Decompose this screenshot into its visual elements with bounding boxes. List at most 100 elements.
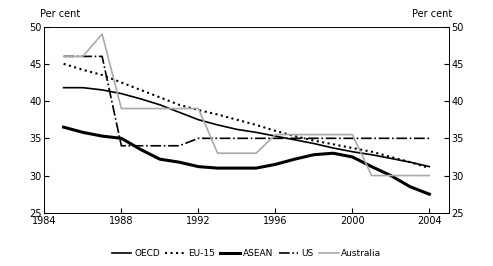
ASEAN xyxy=(253,167,259,170)
ASEAN xyxy=(118,137,124,140)
OECD xyxy=(138,97,143,101)
OECD xyxy=(176,111,182,114)
OECD xyxy=(80,86,86,89)
Line: Australia: Australia xyxy=(64,34,429,176)
EU-15 xyxy=(426,167,432,170)
ASEAN xyxy=(234,167,240,170)
EU-15 xyxy=(234,118,240,121)
OECD xyxy=(253,131,259,134)
ASEAN xyxy=(176,161,182,164)
EU-15 xyxy=(157,96,163,99)
Australia xyxy=(388,174,394,177)
US xyxy=(369,137,375,140)
ASEAN xyxy=(138,148,143,151)
ASEAN xyxy=(330,152,336,155)
ASEAN xyxy=(369,165,375,168)
OECD xyxy=(195,118,201,121)
OECD xyxy=(311,142,317,145)
Australia xyxy=(234,152,240,155)
Australia xyxy=(157,107,163,110)
Australia xyxy=(350,133,355,136)
US xyxy=(157,144,163,147)
Australia xyxy=(80,55,86,58)
Text: Per cent: Per cent xyxy=(413,9,453,19)
EU-15 xyxy=(369,150,375,153)
US xyxy=(350,137,355,140)
EU-15 xyxy=(407,161,413,164)
ASEAN xyxy=(388,174,394,177)
Australia xyxy=(176,107,182,110)
EU-15 xyxy=(311,139,317,142)
Australia xyxy=(407,174,413,177)
ASEAN xyxy=(195,165,201,168)
Australia xyxy=(195,107,201,110)
EU-15 xyxy=(350,146,355,149)
EU-15 xyxy=(138,88,143,92)
OECD xyxy=(99,88,105,92)
ASEAN xyxy=(407,185,413,188)
Line: US: US xyxy=(64,56,429,146)
US xyxy=(214,137,220,140)
US xyxy=(61,55,67,58)
EU-15 xyxy=(273,129,279,132)
ASEAN xyxy=(426,193,432,196)
EU-15 xyxy=(214,113,220,116)
OECD xyxy=(426,165,432,168)
US xyxy=(253,137,259,140)
Australia xyxy=(426,174,432,177)
OECD xyxy=(369,153,375,156)
Australia xyxy=(118,107,124,110)
ASEAN xyxy=(157,157,163,161)
Line: EU-15: EU-15 xyxy=(64,64,429,168)
EU-15 xyxy=(253,123,259,127)
OECD xyxy=(407,161,413,164)
US xyxy=(407,137,413,140)
ASEAN xyxy=(61,126,67,129)
Australia xyxy=(214,152,220,155)
EU-15 xyxy=(330,143,336,146)
Australia xyxy=(253,152,259,155)
EU-15 xyxy=(99,73,105,77)
US xyxy=(234,137,240,140)
US xyxy=(273,137,279,140)
US xyxy=(426,137,432,140)
Australia xyxy=(369,174,375,177)
US xyxy=(330,137,336,140)
EU-15 xyxy=(61,62,67,65)
US xyxy=(292,137,298,140)
ASEAN xyxy=(350,155,355,159)
US xyxy=(388,137,394,140)
OECD xyxy=(214,123,220,127)
US xyxy=(118,144,124,147)
OECD xyxy=(118,92,124,95)
EU-15 xyxy=(176,103,182,106)
ASEAN xyxy=(273,163,279,166)
Line: ASEAN: ASEAN xyxy=(64,127,429,194)
EU-15 xyxy=(195,109,201,112)
ASEAN xyxy=(214,167,220,170)
Australia xyxy=(292,133,298,136)
ASEAN xyxy=(311,153,317,156)
Text: Per cent: Per cent xyxy=(40,9,80,19)
Australia xyxy=(330,133,336,136)
OECD xyxy=(61,86,67,89)
OECD xyxy=(273,135,279,138)
ASEAN xyxy=(99,135,105,138)
OECD xyxy=(330,146,336,149)
EU-15 xyxy=(118,81,124,84)
OECD xyxy=(234,128,240,131)
US xyxy=(195,137,201,140)
US xyxy=(138,144,143,147)
OECD xyxy=(350,150,355,153)
Line: OECD: OECD xyxy=(64,88,429,167)
ASEAN xyxy=(80,131,86,134)
Australia xyxy=(99,32,105,36)
Legend: OECD, EU-15, ASEAN, US, Australia: OECD, EU-15, ASEAN, US, Australia xyxy=(108,245,385,261)
US xyxy=(311,137,317,140)
OECD xyxy=(388,157,394,160)
ASEAN xyxy=(292,157,298,161)
OECD xyxy=(292,138,298,142)
Australia xyxy=(138,107,143,110)
Australia xyxy=(311,133,317,136)
Australia xyxy=(61,55,67,58)
